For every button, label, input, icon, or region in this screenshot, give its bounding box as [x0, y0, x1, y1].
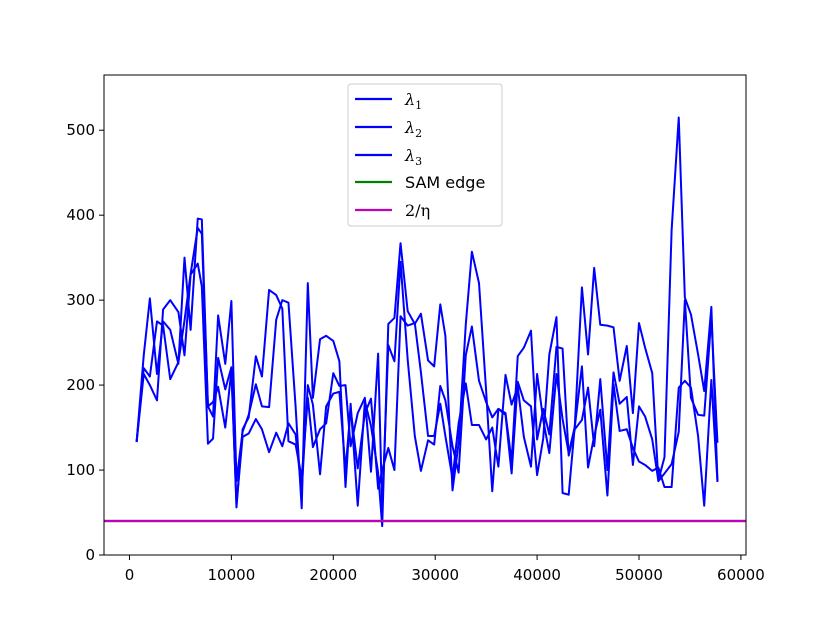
- legend: λ1 λ2 λ3 SAM edge 2/η: [347, 83, 503, 227]
- x-tick-label: 0: [125, 566, 135, 584]
- x-tick-label: 10000: [208, 566, 256, 584]
- x-tick-label: 30000: [411, 566, 459, 584]
- series-line-0: [135, 116, 719, 528]
- x-tick-label: 60000: [717, 566, 765, 584]
- x-tick-label: 20000: [309, 566, 357, 584]
- y-tick-label: 100: [66, 461, 95, 479]
- series-layer: [104, 116, 746, 528]
- y-tick-label: 300: [66, 291, 95, 309]
- y-tick-label: 400: [66, 206, 95, 224]
- y-tick-label: 200: [66, 376, 95, 394]
- plot-frame: [103, 74, 747, 556]
- x-tick-label: 40000: [513, 566, 561, 584]
- legend-label-two-over-eta: 2/η: [405, 201, 430, 220]
- legend-label-lambda2: λ2: [404, 118, 422, 140]
- legend-label-lambda1: λ1: [404, 90, 422, 112]
- series-line-2: [135, 226, 719, 507]
- y-tick-label: 0: [85, 546, 95, 564]
- legend-box: [347, 83, 503, 227]
- legend-label-sam-edge: SAM edge: [405, 173, 485, 192]
- x-tick-label: 50000: [615, 566, 663, 584]
- y-tick-label: 500: [66, 121, 95, 139]
- legend-label-lambda3: λ3: [404, 146, 422, 168]
- axis-ticks: 0 10000 20000 30000 40000 50000 60000 0 100 200 30…: [66, 121, 764, 584]
